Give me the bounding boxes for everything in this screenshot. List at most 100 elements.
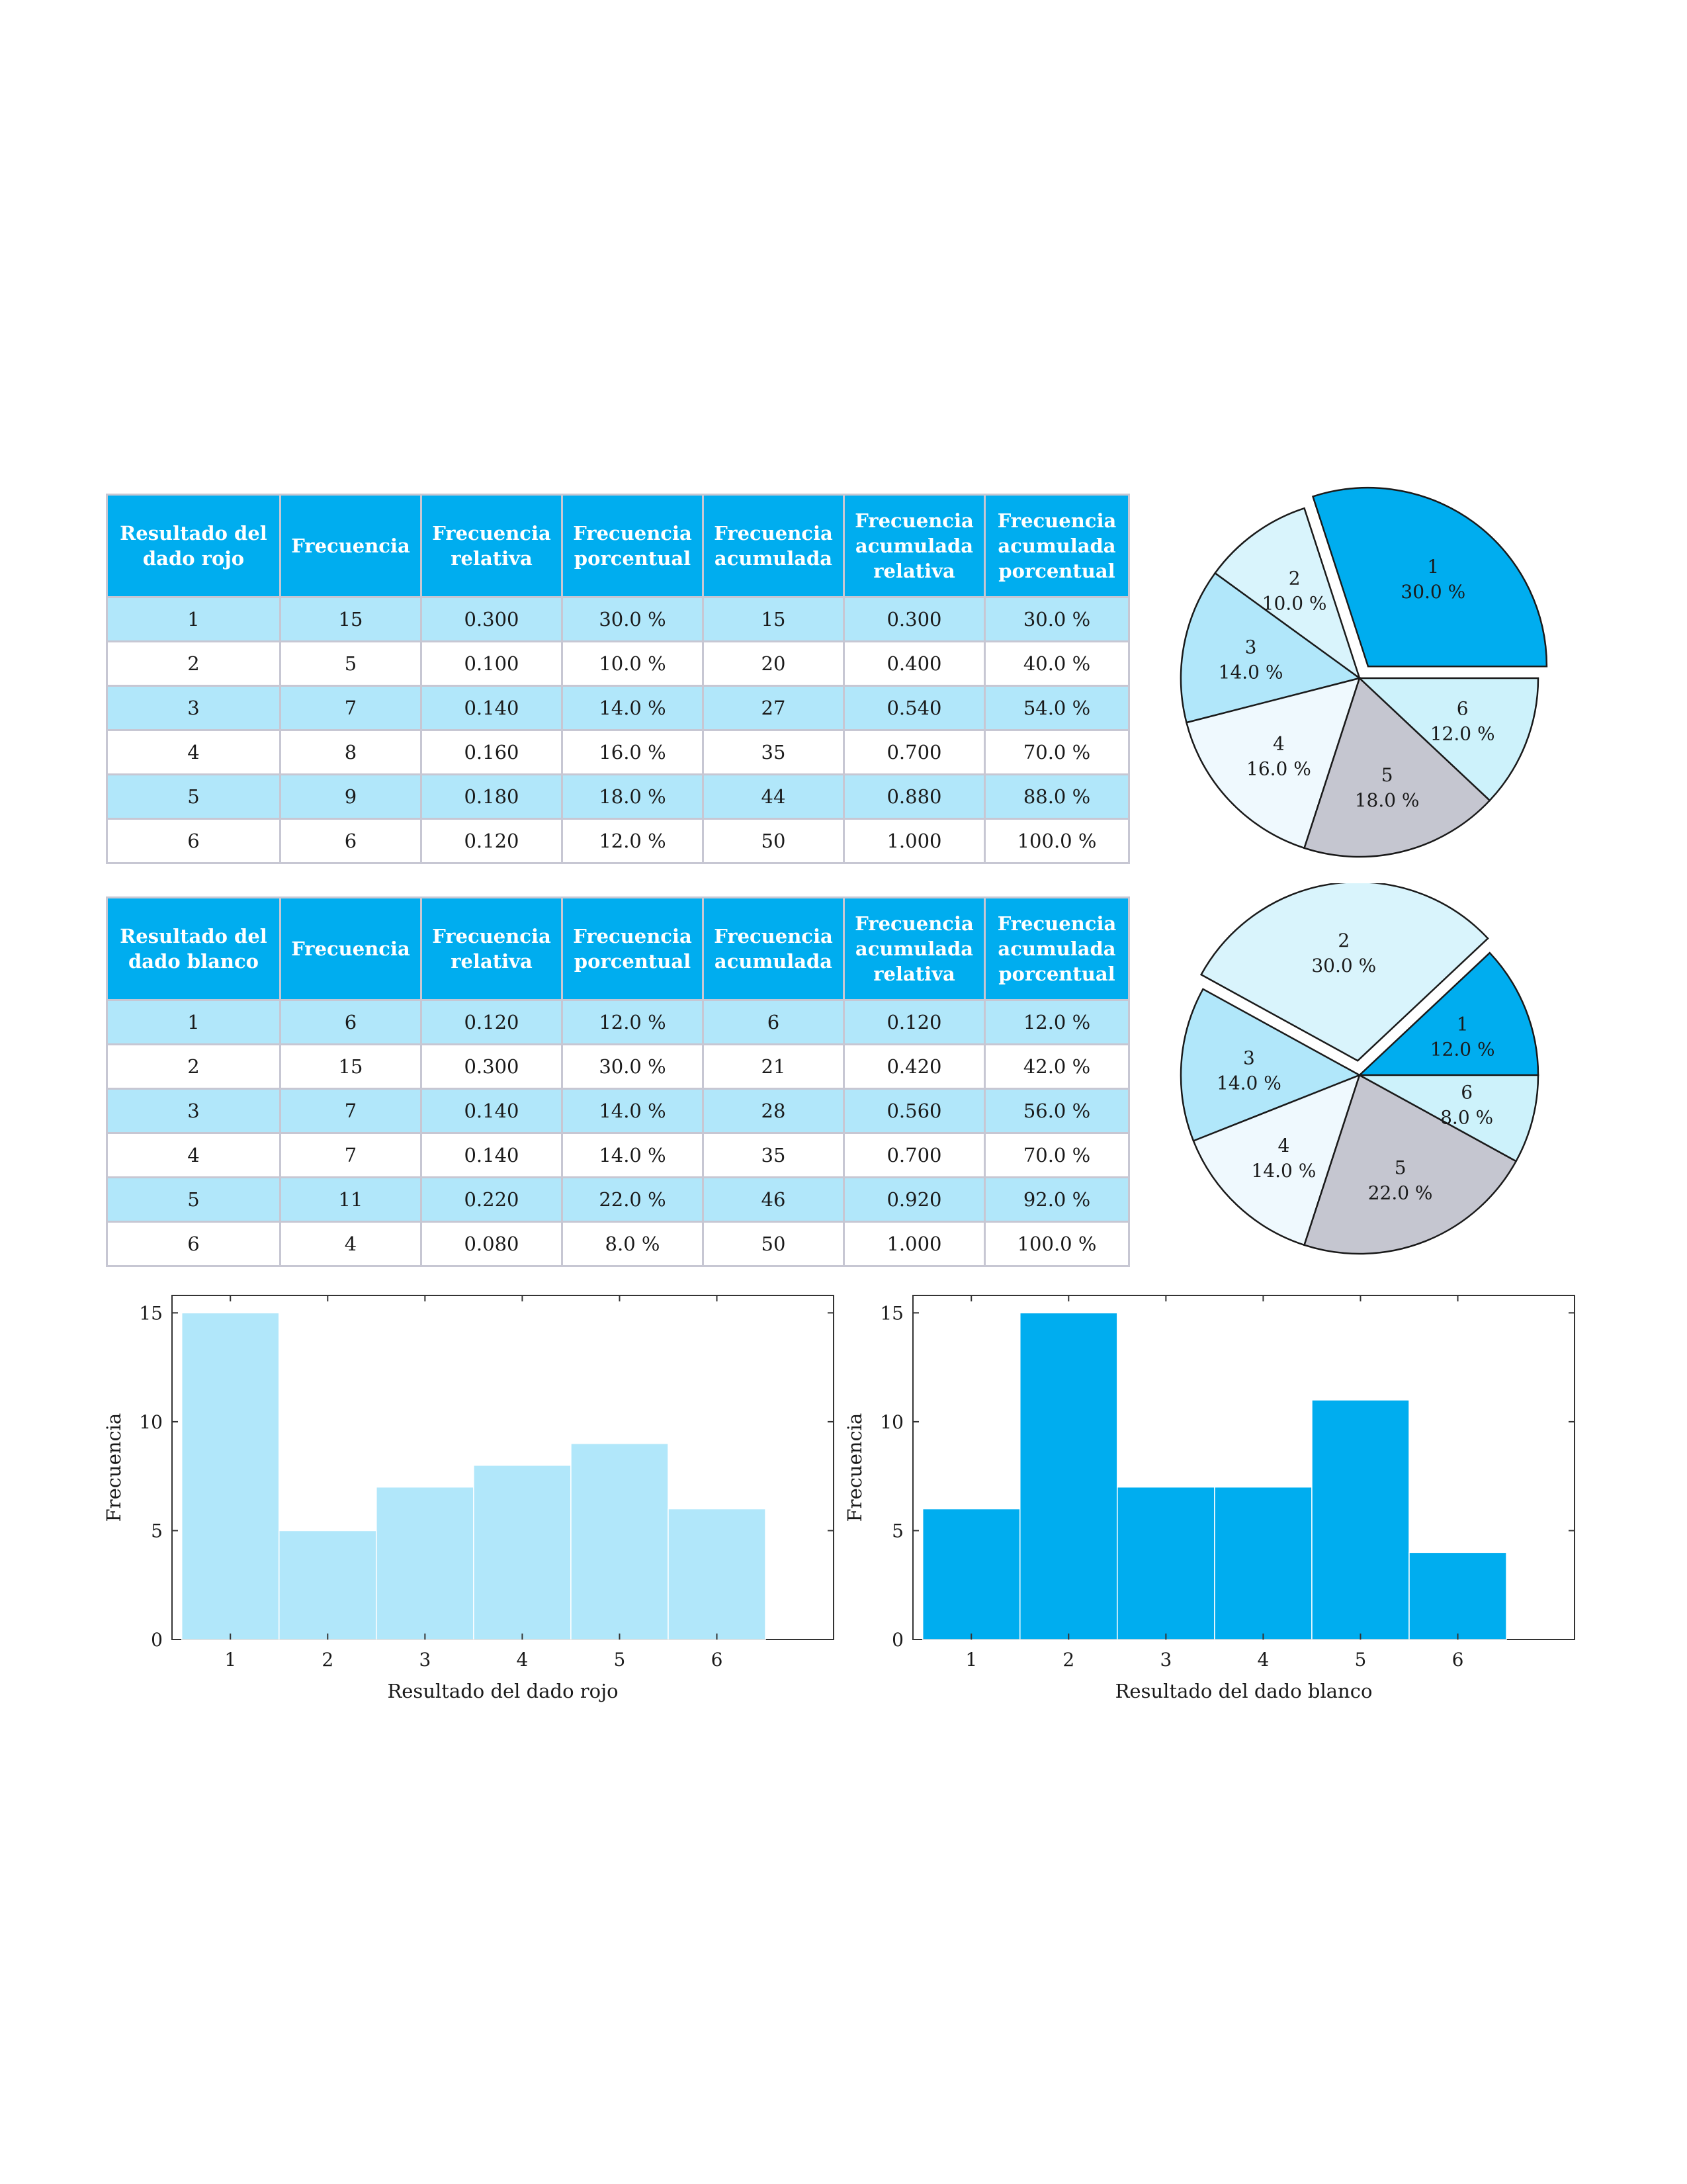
pie-slice-2 — [1199, 883, 1489, 1062]
table-cell: 14.0 % — [561, 1132, 704, 1178]
pie-slice-label: 3 — [1245, 636, 1257, 658]
table-cell: 0.700 — [843, 1132, 986, 1178]
table-cell: 3 — [106, 685, 281, 731]
table-cell: 0.120 — [420, 818, 563, 864]
pie-slice-percentage: 14.0 % — [1219, 662, 1283, 683]
pie-chart-red-die: 1 30.0 % 2 10.0 %3 14.0 % 4 16.0 % 5 18.0 % 6 12.0… — [1180, 486, 1548, 858]
x-axis-label: Resultado del dado rojo — [387, 1680, 618, 1702]
histogram-bar — [1019, 1312, 1118, 1640]
table-cell: 35 — [702, 1132, 845, 1178]
y-tick-label: 0 — [151, 1629, 163, 1651]
table-cell: 12.0 % — [984, 999, 1130, 1045]
table-cell: 0.300 — [420, 596, 563, 642]
table-cell: 2 — [106, 1043, 281, 1090]
pie-slice-5 — [1303, 1074, 1518, 1255]
table-cell: 27 — [702, 685, 845, 731]
table-row: 1 6 0.120 12.0 % 6 0.120 12.0 % — [106, 999, 1130, 1045]
pie-slice-label: 1 — [1457, 1013, 1469, 1035]
table-cell: 0.880 — [843, 773, 986, 820]
table-cell: 14.0 % — [561, 1088, 704, 1134]
table-cell: 56.0 % — [984, 1088, 1130, 1134]
table-cell: 50 — [702, 818, 845, 864]
table-cell: 88.0 % — [984, 773, 1130, 820]
table-cell: 2 — [106, 640, 281, 687]
x-tick-label: 5 — [1355, 1649, 1367, 1671]
table-cell: 1.000 — [843, 1221, 986, 1267]
table-cell: 0.140 — [420, 1088, 563, 1134]
table-cell: 100.0 % — [984, 1221, 1130, 1267]
table-cell: 30.0 % — [561, 596, 704, 642]
pie-slice-6 — [1359, 1074, 1539, 1162]
pie-slice-percentage: 18.0 % — [1355, 789, 1420, 811]
pie-slice-3 — [1180, 988, 1362, 1143]
pie-slice-label: 5 — [1381, 764, 1393, 786]
table-cell: 4 — [279, 1221, 422, 1267]
table-cell: 70.0 % — [984, 729, 1130, 775]
pie-slice-label: 4 — [1273, 733, 1285, 755]
pie-slice-percentage: 12.0 % — [1430, 1038, 1495, 1060]
y-axis-label: Frecuencia — [844, 1413, 866, 1522]
pie-slice-label: 2 — [1289, 568, 1301, 590]
table-row: 3 7 0.140 14.0 % 28 0.560 56.0 % — [106, 1088, 1130, 1134]
x-tick-label: 4 — [516, 1649, 528, 1671]
y-tick-label: 0 — [892, 1629, 904, 1651]
table-cell: 42.0 % — [984, 1043, 1130, 1090]
pie-slice-4 — [1185, 677, 1361, 850]
pie-slice-2 — [1213, 507, 1362, 681]
x-tick-label: 4 — [1257, 1649, 1269, 1671]
table-cell: 18.0 % — [561, 773, 704, 820]
histogram-bar — [376, 1486, 474, 1640]
column-header: Frecuencia acumulada relativa — [843, 896, 986, 1001]
table-cell: 4 — [106, 729, 281, 775]
x-tick-label: 1 — [965, 1649, 977, 1671]
table-row: 6 4 0.080 8.0 % 50 1.000 100.0 % — [106, 1221, 1130, 1267]
table-cell: 0.120 — [843, 999, 986, 1045]
column-header: Frecuencia acumulada — [702, 494, 845, 598]
histogram-white-die: 0 5 10 15 1 2 3 4 5 6 Resultado del dado blanco Fre… — [844, 1295, 1575, 1702]
table-cell: 0.100 — [420, 640, 563, 687]
table-cell: 0.300 — [420, 1043, 563, 1090]
table-cell: 100.0 % — [984, 818, 1130, 864]
table-cell: 40.0 % — [984, 640, 1130, 687]
column-header: Frecuencia acumulada relativa — [843, 494, 986, 598]
pie-slice-3 — [1180, 572, 1362, 724]
table-cell: 0.080 — [420, 1221, 563, 1267]
column-header: Resultado del dado rojo — [106, 494, 281, 598]
pie-slice-percentage: 16.0 % — [1246, 758, 1311, 780]
x-tick-label: 1 — [224, 1649, 236, 1671]
table-cell: 1 — [106, 596, 281, 642]
column-header: Frecuencia acumulada porcentual — [984, 896, 1130, 1001]
column-header: Frecuencia relativa — [420, 494, 563, 598]
table-cell: 44 — [702, 773, 845, 820]
table-cell: 16.0 % — [561, 729, 704, 775]
column-header: Frecuencia acumulada — [702, 896, 845, 1001]
table-cell: 21 — [702, 1043, 845, 1090]
table-cell: 6 — [106, 818, 281, 864]
pie-slice-6 — [1357, 677, 1539, 802]
table-cell: 28 — [702, 1088, 845, 1134]
histogram-bar — [1408, 1551, 1507, 1640]
y-tick-label: 5 — [151, 1520, 163, 1542]
pie-slice-5 — [1303, 676, 1491, 858]
histogram-bar — [922, 1508, 1021, 1640]
x-tick-label: 2 — [322, 1649, 333, 1671]
table-cell: 30.0 % — [984, 596, 1130, 642]
table-cell: 0.700 — [843, 729, 986, 775]
table-cell: 0.420 — [843, 1043, 986, 1090]
column-header: Frecuencia — [279, 896, 422, 1001]
table-cell: 8 — [279, 729, 422, 775]
table-cell: 4 — [106, 1132, 281, 1178]
table-cell: 12.0 % — [561, 999, 704, 1045]
pie-slice-label: 5 — [1395, 1157, 1406, 1179]
pie-slice-percentage: 10.0 % — [1262, 593, 1327, 615]
table-cell: 46 — [702, 1176, 845, 1223]
table-cell: 0.160 — [420, 729, 563, 775]
table-cell: 6 — [279, 818, 422, 864]
histogram-bar — [1214, 1486, 1313, 1640]
table-cell: 92.0 % — [984, 1176, 1130, 1223]
y-tick-label: 15 — [139, 1302, 163, 1324]
frequency-table-red-die: Resultado del dado rojo Frecuencia Frecuen… — [106, 494, 1130, 864]
table-row: 4 8 0.160 16.0 % 35 0.700 70.0 % — [106, 729, 1130, 775]
histogram-red-die: 0 5 10 15 1 2 3 4 5 6 Resultado del dado rojo Frecu… — [103, 1295, 834, 1702]
pie-slice-1 — [1357, 951, 1539, 1076]
